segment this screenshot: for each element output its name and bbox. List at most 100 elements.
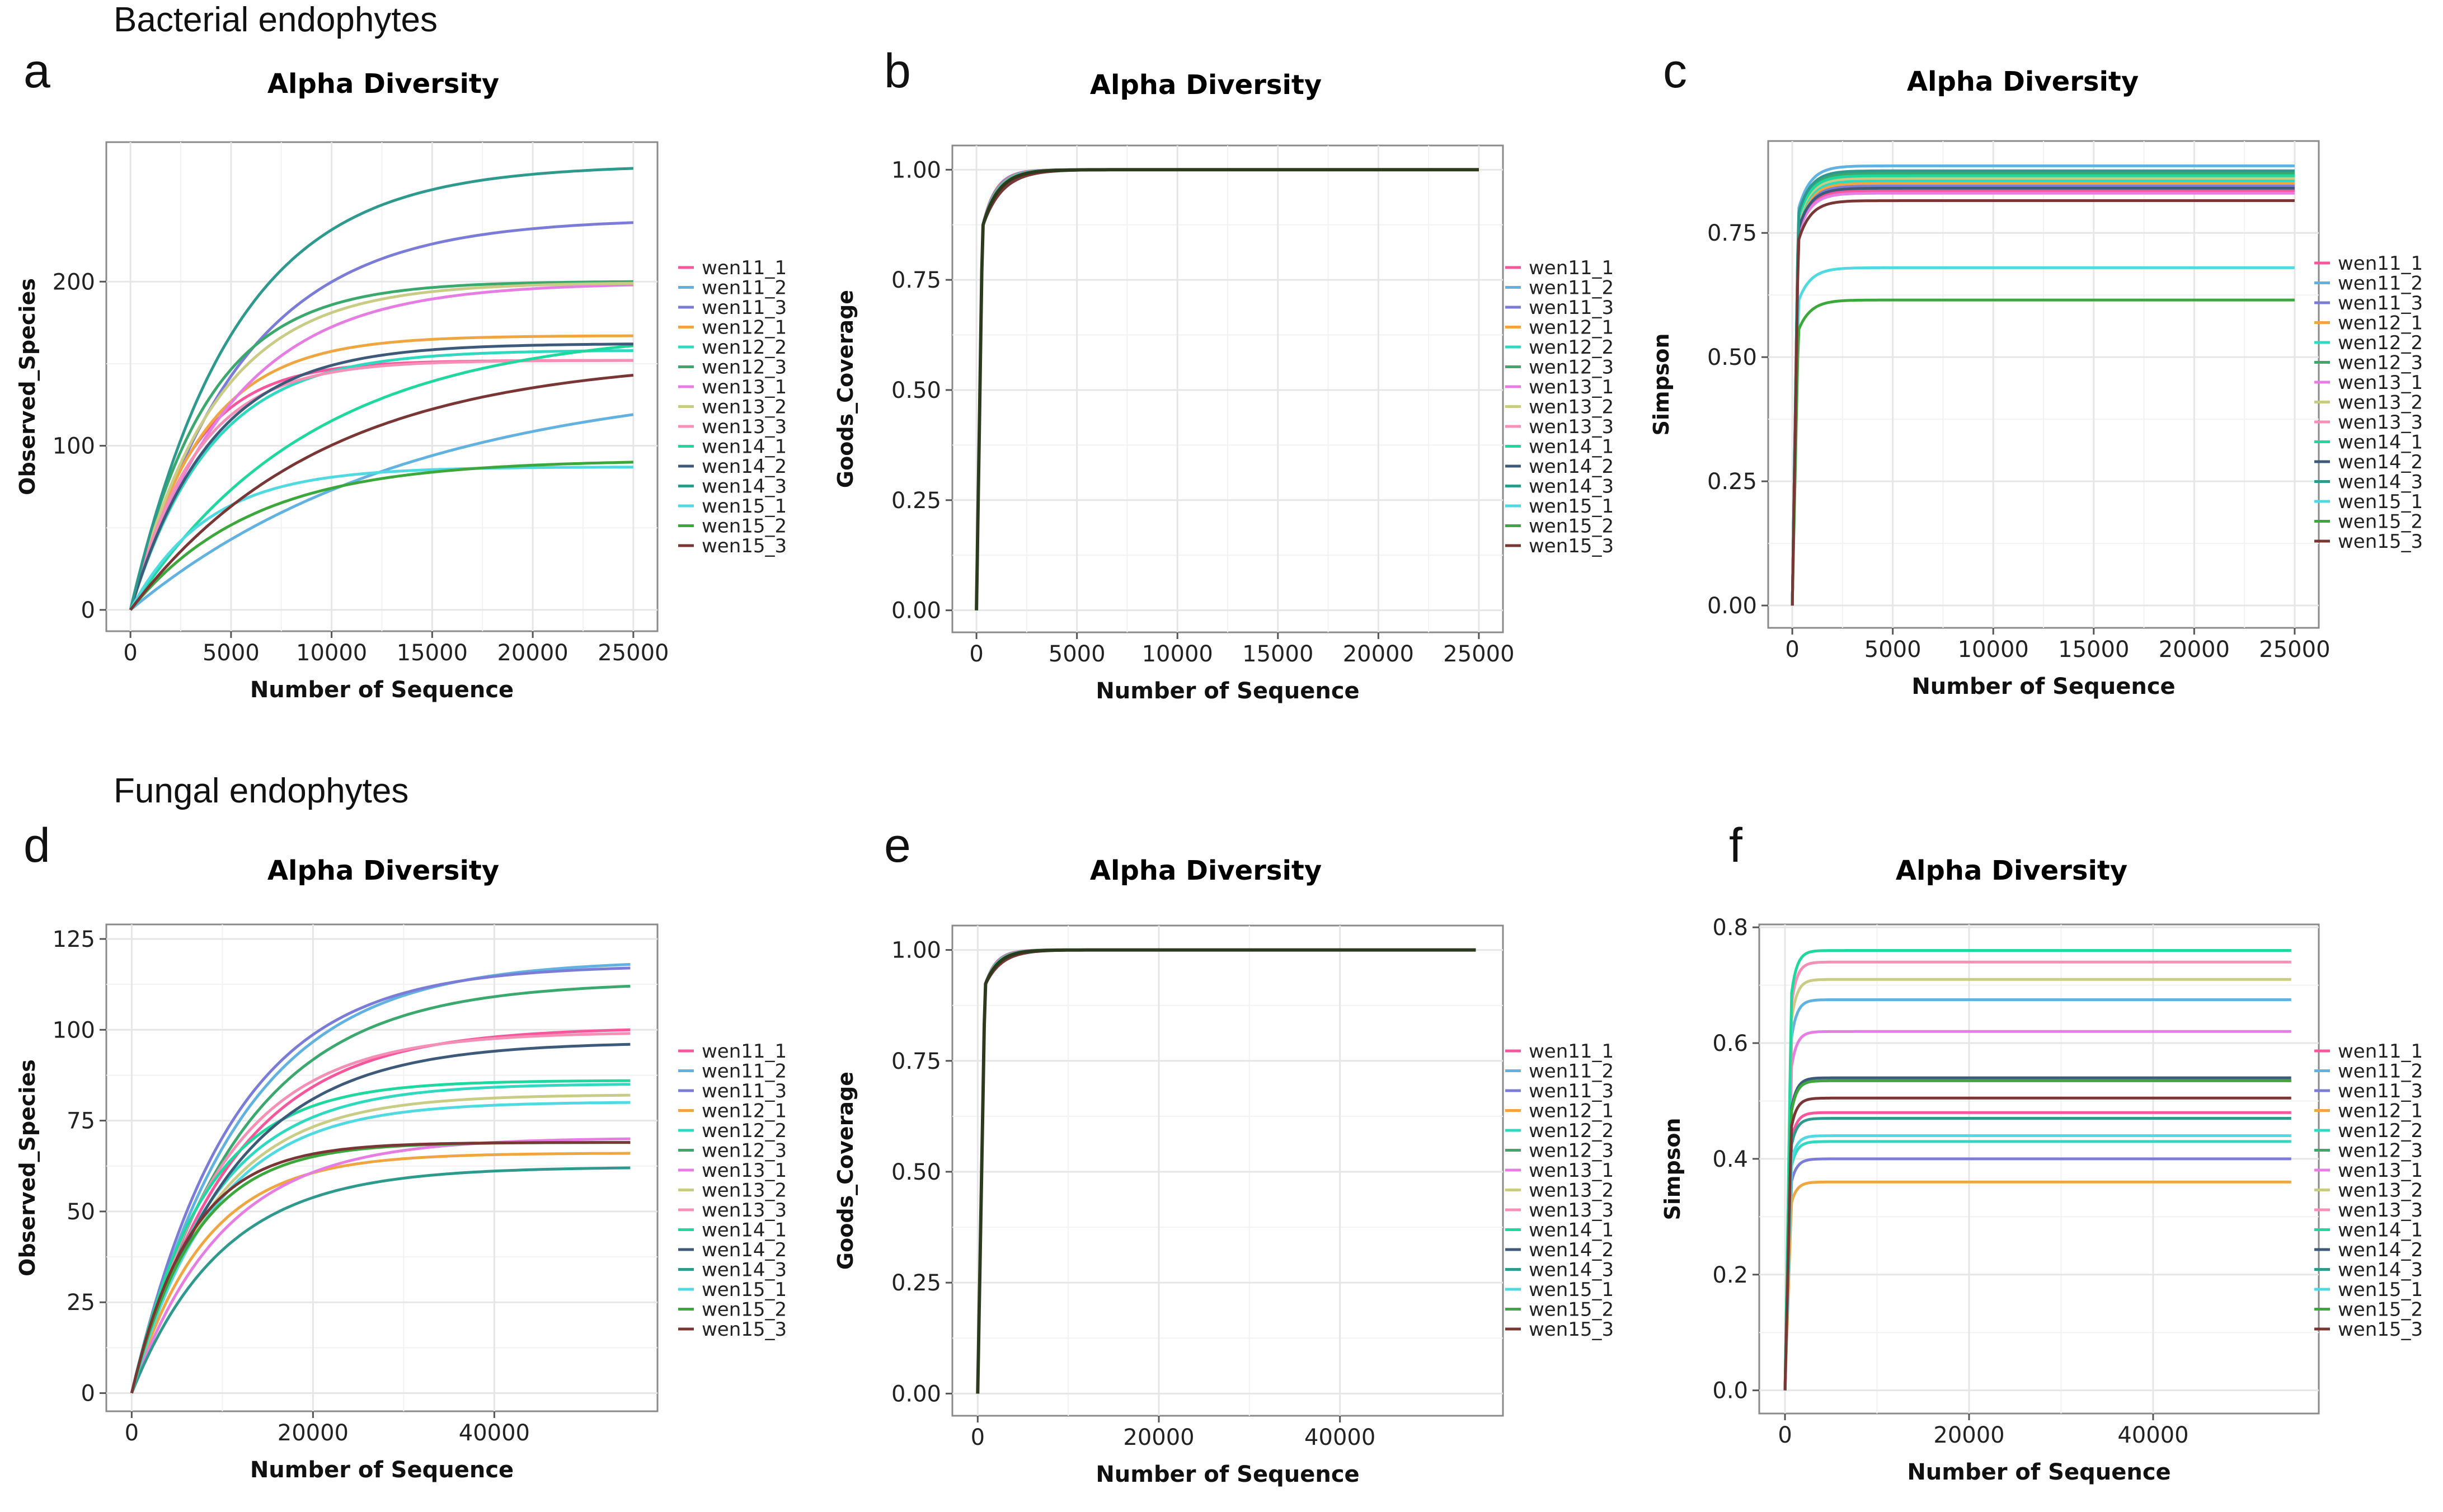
legend-label-wen12_3: wen12_3: [2338, 352, 2423, 374]
x-tick-label: 15000: [2058, 637, 2129, 663]
y-tick-label: 0.50: [1707, 345, 1757, 370]
legend-label-wen12_3: wen12_3: [1529, 1140, 1614, 1162]
x-axis-label: Number of Sequence: [1911, 674, 2175, 699]
x-tick-label: 0: [969, 641, 983, 667]
legend-label-wen13_2: wen13_2: [2338, 1180, 2423, 1202]
legend-label-wen13_3: wen13_3: [702, 1199, 787, 1222]
series-line-overlap: [976, 948, 1476, 1394]
legend-label-wen11_1: wen11_1: [2338, 1040, 2423, 1063]
y-tick-label: 1.00: [891, 938, 941, 964]
x-tick-label: 20000: [278, 1420, 349, 1446]
y-tick-label: 0.25: [891, 488, 941, 514]
x-tick-label: 5000: [1864, 637, 1921, 663]
legend-label-wen15_3: wen15_3: [1529, 535, 1614, 557]
legend-label-wen15_3: wen15_3: [2338, 530, 2423, 553]
section-title-bacterial: Bacterial endophytes: [114, 1, 438, 39]
panel-label-b: b: [884, 44, 911, 98]
legend-label-wen14_1: wen14_1: [2338, 431, 2423, 454]
legend-label-wen11_3: wen11_3: [1529, 297, 1614, 319]
panel-label-d: d: [24, 819, 50, 872]
legend-label-wen11_2: wen11_2: [2338, 273, 2423, 295]
legend-label-wen11_3: wen11_3: [702, 1080, 787, 1102]
series-line-wen14_1: [1791, 174, 2295, 606]
y-tick-label: 0.00: [891, 1381, 941, 1407]
chart-title-e: Alpha Diversity: [1089, 855, 1322, 886]
y-axis-label: Goods_Coverage: [833, 290, 858, 488]
legend-label-wen14_1: wen14_1: [1529, 436, 1614, 458]
legend-label-wen14_3: wen14_3: [2338, 1259, 2423, 1281]
x-tick-label: 10000: [296, 640, 367, 666]
legend-label-wen15_3: wen15_3: [1529, 1318, 1614, 1341]
legend-label-wen11_2: wen11_2: [1529, 1060, 1614, 1083]
y-tick-label: 0.50: [891, 378, 941, 403]
series-line-wen13_3: [129, 359, 633, 611]
series-line-wen15_3: [130, 1141, 631, 1394]
panel-label-c: c: [1663, 44, 1687, 98]
series-line-wen12_2: [1783, 1140, 2291, 1391]
y-tick-label: 0.75: [891, 1049, 941, 1074]
legend-label-wen12_2: wen12_2: [1529, 1120, 1614, 1142]
y-tick-label: 25: [67, 1290, 95, 1316]
legend-label-wen12_1: wen12_1: [1529, 317, 1614, 339]
legend-label-wen14_2: wen14_2: [702, 1239, 787, 1261]
chart-panel-d: 0 20000 40000 0 25 50 75 100 125 Number of Sequen…: [15, 923, 787, 1483]
series-line-wen11_2: [129, 413, 634, 611]
y-axis-label: Simpson: [1649, 334, 1674, 436]
series-line-wen12_1: [1791, 182, 2295, 606]
legend-label-wen11_1: wen11_1: [1529, 257, 1614, 279]
legend-label-wen11_2: wen11_2: [2338, 1060, 2423, 1083]
legend-label-wen12_3: wen12_3: [702, 356, 787, 379]
series-line-overlap: [975, 168, 1479, 611]
series-line-wen14_3: [130, 1166, 631, 1394]
legend-label-wen12_2: wen12_2: [2338, 332, 2423, 354]
legend-label-wen15_1: wen15_1: [1529, 495, 1614, 518]
x-axis-label: Number of Sequence: [1096, 678, 1359, 704]
legend-label-wen14_3: wen14_3: [2338, 471, 2423, 494]
x-tick-label: 0: [971, 1425, 985, 1450]
y-tick-label: 0.00: [891, 598, 941, 624]
series-line-wen15_3: [1783, 1096, 2291, 1391]
x-tick-label: 20000: [497, 640, 568, 666]
y-tick-label: 50: [67, 1199, 95, 1225]
legend-label-wen11_3: wen11_3: [702, 297, 787, 319]
y-tick-label: 0.2: [1712, 1262, 1748, 1288]
legend-label-wen13_1: wen13_1: [1529, 376, 1614, 398]
legend-label-wen12_1: wen12_1: [2338, 312, 2423, 335]
series-line-wen14_1: [130, 1079, 631, 1394]
series-line-wen13_2: [1791, 177, 2295, 606]
series-line-wen15_1: [1783, 1134, 2291, 1391]
x-tick-label: 5000: [203, 640, 260, 666]
legend-label-wen13_1: wen13_1: [702, 1159, 787, 1182]
legend-label-wen11_1: wen11_1: [2338, 252, 2423, 275]
series-line-wen14_1: [129, 344, 634, 611]
series-line-wen15_1: [1791, 266, 2295, 606]
legend-label-wen13_3: wen13_3: [702, 416, 787, 438]
series-line-wen14_3: [1791, 169, 2295, 606]
y-tick-label: 0.00: [1707, 593, 1757, 619]
legend-label-wen15_3: wen15_3: [702, 535, 787, 557]
legend-label-wen13_1: wen13_1: [702, 376, 787, 398]
series-line-wen14_3: [1783, 1117, 2291, 1391]
chart-title-a: Alpha Diversity: [267, 68, 500, 100]
y-tick-label: 0: [81, 1381, 95, 1407]
series-line-wen15_3: [1791, 199, 2295, 606]
series-line-wen14_2: [129, 342, 633, 611]
y-tick-label: 0.6: [1712, 1031, 1748, 1056]
legend-label-wen14_1: wen14_1: [2338, 1219, 2423, 1242]
legend-label-wen14_3: wen14_3: [702, 476, 787, 498]
y-tick-label: 0.75: [891, 267, 941, 293]
x-tick-label: 0: [1785, 637, 1799, 663]
series-line-wen15_2: [1791, 298, 2295, 606]
legend-label-wen14_2: wen14_2: [2338, 1239, 2423, 1261]
legend-label-wen12_2: wen12_2: [702, 336, 787, 359]
legend-label-wen15_1: wen15_1: [702, 495, 787, 518]
legend-label-wen14_2: wen14_2: [1529, 1239, 1614, 1261]
series-line-wen14_2: [1783, 1076, 2291, 1391]
legend-label-wen12_1: wen12_1: [702, 317, 787, 339]
legend-label-wen12_2: wen12_2: [2338, 1120, 2423, 1142]
chart-panel-f: 0 20000 40000 0.0 0.2 0.4 0.6 0.8 Number of Sequ…: [1660, 915, 2423, 1485]
legend-label-wen14_1: wen14_1: [702, 1219, 787, 1242]
x-tick-label: 15000: [1242, 641, 1313, 667]
legend-label-wen15_1: wen15_1: [2338, 491, 2423, 513]
y-axis-label: Observed_Species: [15, 278, 40, 495]
